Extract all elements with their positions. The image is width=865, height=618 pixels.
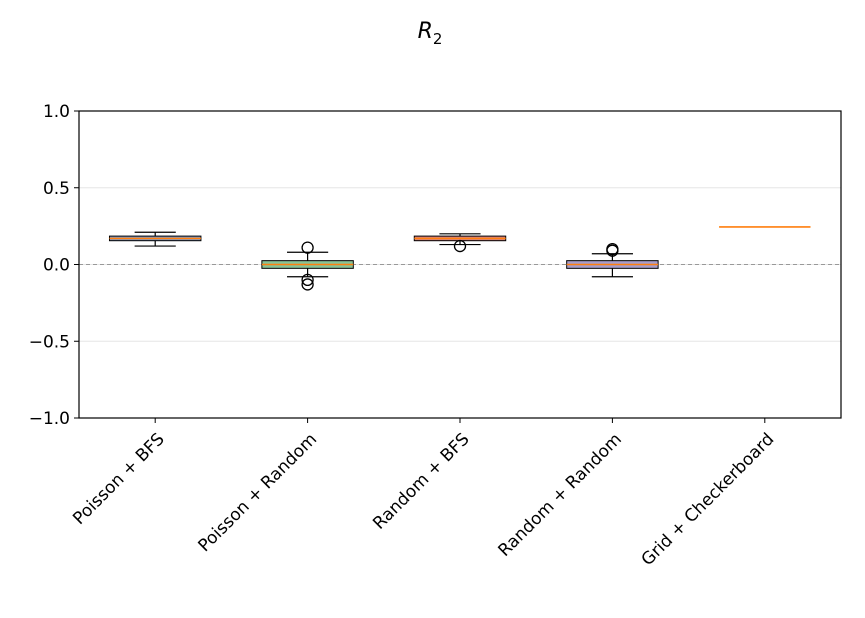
x-tick-label-4: Grid + Checkerboard xyxy=(638,429,779,570)
outlier-1-2 xyxy=(301,278,314,291)
outlier-1-0 xyxy=(301,241,314,254)
chart-title: R2 xyxy=(418,19,443,48)
y-tick-label-4: −1.0 xyxy=(29,409,70,429)
outlier-2-0 xyxy=(453,239,467,253)
y-tick-label-1: 0.5 xyxy=(43,179,70,199)
x-tick-label-0: Poisson + BFS xyxy=(69,429,168,528)
x-tick-label-1: Poisson + Random xyxy=(194,429,321,556)
chart-title-main: R xyxy=(418,19,433,44)
outlier-1-1 xyxy=(301,273,314,287)
x-tick-label-3: Random + Random xyxy=(495,429,626,560)
outlier-3-1 xyxy=(606,244,619,257)
chart-title-subscript: 2 xyxy=(433,30,443,48)
y-tick-label-3: −0.5 xyxy=(29,332,70,352)
y-tick-label-2: 0.0 xyxy=(43,256,70,276)
x-tick-label-2: Random + BFS xyxy=(369,429,473,533)
y-tick-label-0: 1.0 xyxy=(43,102,70,122)
